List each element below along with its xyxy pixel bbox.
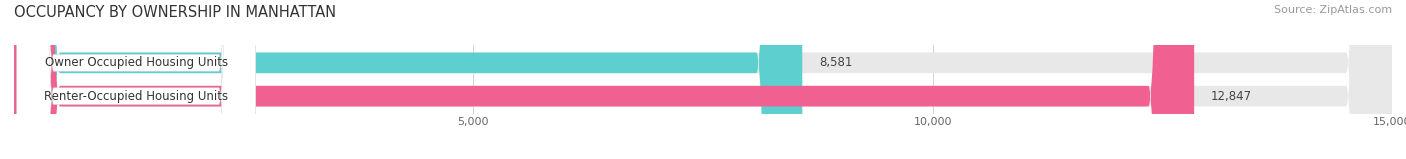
FancyBboxPatch shape <box>14 0 1194 159</box>
Text: Source: ZipAtlas.com: Source: ZipAtlas.com <box>1274 5 1392 15</box>
FancyBboxPatch shape <box>17 0 256 159</box>
FancyBboxPatch shape <box>14 0 1392 159</box>
Text: Owner Occupied Housing Units: Owner Occupied Housing Units <box>45 56 228 69</box>
Text: 8,581: 8,581 <box>818 56 852 69</box>
Text: Renter-Occupied Housing Units: Renter-Occupied Housing Units <box>44 90 228 103</box>
Text: 12,847: 12,847 <box>1211 90 1251 103</box>
FancyBboxPatch shape <box>17 0 256 159</box>
FancyBboxPatch shape <box>14 0 1392 159</box>
Text: OCCUPANCY BY OWNERSHIP IN MANHATTAN: OCCUPANCY BY OWNERSHIP IN MANHATTAN <box>14 5 336 20</box>
FancyBboxPatch shape <box>14 0 803 159</box>
